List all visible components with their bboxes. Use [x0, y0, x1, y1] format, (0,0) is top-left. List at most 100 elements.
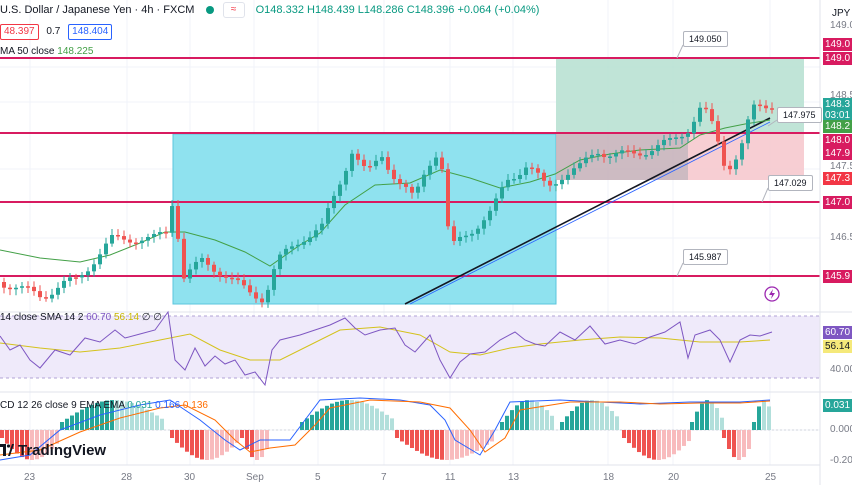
candle-body	[692, 121, 696, 134]
price-tag-level: 147.0	[823, 196, 852, 209]
bell-alert-icon-bolt	[769, 289, 775, 299]
candle-body	[500, 187, 504, 199]
ma-legend[interactable]: MA 50 close 148.225	[0, 46, 93, 57]
candle-body	[668, 138, 672, 140]
candle-body	[740, 143, 744, 160]
trendline[interactable]	[404, 117, 771, 305]
candle-body	[488, 210, 492, 221]
trade-buttons: 48.397 0.7 148.404	[0, 24, 113, 40]
hide-indicators-icon[interactable]: ≈	[222, 2, 245, 19]
macd-histogram-bar	[175, 430, 179, 443]
macd-histogram-bar	[200, 430, 204, 460]
macd-histogram-bar	[622, 430, 626, 438]
macd-histogram-bar	[110, 400, 114, 430]
price-tag-level: 147.9	[823, 147, 852, 160]
macd-histogram-bar	[30, 430, 34, 460]
rsi-legend[interactable]: 14 close SMA 14 2 60.70 56.14 ∅ ∅	[0, 312, 162, 323]
macd-histogram-bar	[570, 411, 574, 430]
macd-histogram-bar	[160, 418, 164, 430]
callout-level-1[interactable]: 149.050	[683, 31, 728, 47]
macd-histogram-bar	[722, 430, 726, 438]
date-tick: 11	[445, 472, 456, 483]
macd-histogram-bar	[120, 400, 124, 430]
candle-body	[458, 236, 462, 242]
price-tag-stop: 147.3	[823, 172, 852, 185]
macd-label: CD 12 26 close 9 EMA EMA	[0, 400, 125, 411]
candle-body	[14, 287, 18, 290]
macd-histogram-bar	[170, 430, 174, 438]
date-tick: 28	[121, 472, 133, 483]
rsi-ma-line	[0, 326, 771, 361]
macd-histogram-bar	[320, 408, 324, 430]
macd-hist-value: 0.031	[127, 400, 153, 411]
macd-histogram-bar	[647, 430, 651, 459]
candle-body	[440, 157, 444, 170]
price-tick: 147.5	[830, 161, 852, 172]
tradingview-logo[interactable]: TradingView	[0, 440, 106, 462]
candle-body	[290, 246, 294, 249]
macd-histogram-bar	[652, 430, 656, 460]
candle-body	[368, 166, 372, 168]
price-tag-last: 148.3	[823, 98, 852, 111]
candle-body	[224, 275, 228, 278]
candle-body	[482, 220, 486, 229]
bell-alert-icon[interactable]	[764, 286, 780, 302]
callout-level-3[interactable]: 147.029	[768, 175, 813, 191]
candle-body	[302, 241, 306, 245]
candle-body	[116, 235, 120, 237]
macd-histogram-bar	[410, 430, 414, 448]
candle-body	[194, 261, 198, 270]
macd-histogram-bar	[220, 430, 224, 456]
candle-body	[422, 174, 426, 187]
candle-body	[188, 269, 192, 279]
callout-level-4[interactable]: 145.987	[683, 249, 728, 265]
date-tick: 7	[381, 472, 387, 483]
candle-body	[722, 141, 726, 166]
macd-histogram-bar	[752, 422, 756, 430]
callout-level-2[interactable]: 147.975	[777, 107, 822, 123]
candle-body	[392, 169, 396, 180]
candle-body	[8, 287, 12, 290]
macd-histogram-bar	[145, 409, 149, 430]
candle-body	[74, 277, 78, 279]
support-resistance-lines[interactable]	[0, 57, 820, 277]
buy-button[interactable]: 148.404	[68, 24, 113, 40]
candle-body	[404, 183, 408, 187]
price-tag-level: 145.9	[823, 270, 852, 283]
candle-body	[260, 298, 264, 303]
candle-body	[278, 254, 282, 270]
candle-body	[656, 145, 660, 152]
candle-body	[596, 153, 600, 156]
macd-histogram-bar	[545, 410, 549, 430]
macd-histogram-bar	[425, 430, 429, 456]
macd-histogram-bar	[560, 422, 564, 430]
macd-histogram-bar	[590, 400, 594, 430]
candle-body	[140, 240, 144, 244]
macd-legend[interactable]: CD 12 26 close 9 EMA EMA 0.031 0.166 0.1…	[0, 400, 208, 411]
candle-body	[494, 198, 498, 211]
candle-body	[464, 235, 468, 238]
green-target-zone[interactable]	[556, 58, 804, 133]
sell-button[interactable]: 48.397	[0, 24, 39, 40]
macd-histogram-bar	[5, 430, 9, 444]
date-tick: Sep	[246, 472, 264, 483]
candle-body	[146, 236, 150, 241]
macd-histogram-bar	[695, 411, 699, 430]
candle-body	[560, 179, 564, 185]
symbol-title[interactable]: U.S. Dollar / Japanese Yen · 4h · FXCM	[0, 4, 195, 17]
ohlc-values: O148.332 H148.439 L148.286 C148.396 +0.0…	[255, 4, 540, 17]
candle-body	[62, 280, 66, 288]
macd-histogram-bar	[135, 404, 139, 430]
candle-body	[122, 236, 126, 240]
date-tick: 25	[765, 472, 777, 483]
candle-body	[98, 254, 102, 265]
candle-body	[446, 169, 450, 227]
macd-histogram-bar	[50, 430, 54, 449]
candle-body	[86, 271, 90, 276]
candle-body	[20, 286, 24, 288]
macd-tick: -0.20	[830, 455, 852, 466]
candle-body	[578, 163, 582, 169]
macd-histogram-bar	[600, 402, 604, 430]
candle-body	[608, 156, 612, 158]
